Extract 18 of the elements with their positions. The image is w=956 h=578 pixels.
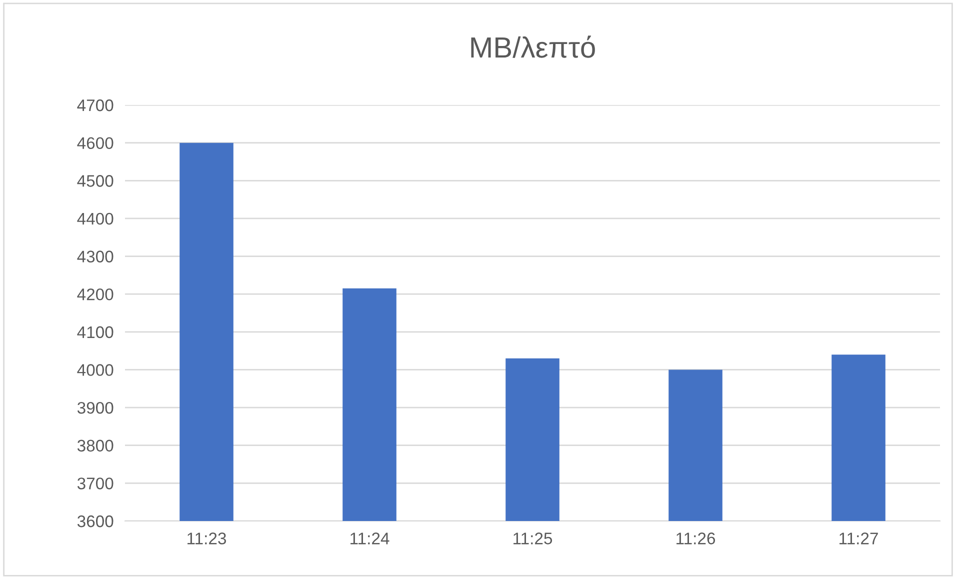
x-tick-label: 11:24 bbox=[350, 532, 390, 544]
y-tick-label: 3900 bbox=[77, 402, 114, 414]
chart-title: MB/λεπτό bbox=[471, 36, 595, 58]
y-tick-label: 3700 bbox=[77, 478, 114, 490]
y-tick-label: 4300 bbox=[77, 250, 114, 262]
x-tick-label: 11:27 bbox=[840, 532, 878, 544]
y-tick-label: 3800 bbox=[77, 440, 114, 452]
y-tick-label: 4500 bbox=[77, 175, 114, 187]
y-tick-label: 4200 bbox=[77, 288, 114, 300]
y-tick-label: 4600 bbox=[77, 137, 114, 150]
y-tick-label: 4400 bbox=[77, 212, 114, 225]
y-tick-label: 4700 bbox=[77, 99, 114, 112]
x-tick-label: 11:23 bbox=[188, 532, 226, 544]
y-tick-label: 4100 bbox=[77, 326, 114, 338]
y-tick-label: 4000 bbox=[77, 364, 114, 376]
x-tick-label: 11:26 bbox=[676, 532, 716, 544]
x-tick-label: 11:25 bbox=[514, 532, 552, 544]
y-tick-label: 3600 bbox=[77, 515, 114, 528]
